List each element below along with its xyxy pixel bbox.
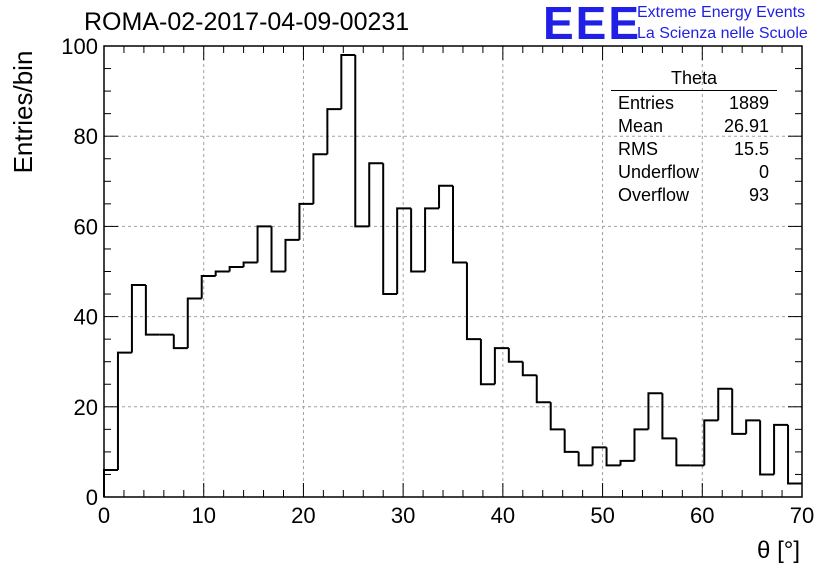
histogram-bin [591, 446, 607, 466]
histogram-bin [703, 419, 719, 466]
x-tick-label: 70 [790, 503, 814, 528]
histogram-bin [214, 270, 230, 277]
histogram-bin [326, 108, 342, 155]
x-tick-label: 50 [590, 503, 614, 528]
histogram-bin [773, 423, 789, 475]
logo-tagline-1: Extreme Energy Events [637, 4, 806, 21]
histogram-bin [382, 163, 398, 296]
x-tick-label: 40 [491, 503, 515, 528]
histogram-bin [256, 225, 272, 263]
histogram-bin [759, 420, 775, 476]
histogram-bin [465, 262, 481, 341]
histogram-bin [186, 297, 202, 349]
x-tick-label: 60 [690, 503, 714, 528]
stat-row-underflow: Underflow 0 [611, 161, 777, 184]
histogram-bin [787, 424, 802, 485]
x-tick-label: 20 [291, 503, 315, 528]
stat-value: 1889 [728, 93, 769, 113]
histogram-bin [242, 261, 258, 267]
stat-label: Mean [618, 116, 664, 136]
y-axis-label: Entries/bin [8, 51, 38, 174]
x-tick-label: 10 [191, 503, 215, 528]
stat-value: 93 [748, 185, 769, 205]
histogram-bin [172, 334, 188, 350]
histogram-bin [270, 226, 286, 273]
histogram-bin [563, 429, 579, 453]
histogram-bin [228, 265, 244, 272]
histogram-bin [675, 438, 691, 467]
stats-box: Theta Entries 1889 Mean 26.91 RMS 15.5 U… [611, 68, 777, 207]
histogram-bin [396, 207, 412, 295]
histogram-bin [717, 387, 733, 421]
histogram-bin [633, 428, 649, 461]
histogram-bin [535, 375, 551, 404]
y-tick-label: 0 [86, 485, 98, 510]
histogram-bin [661, 393, 677, 440]
histogram-bin [438, 184, 453, 209]
logo-tagline-2: La Scienza nelle Scuole [637, 25, 808, 42]
histogram-bin [354, 55, 370, 228]
histogram-bin [116, 351, 132, 470]
stat-row-overflow: Overflow 93 [611, 184, 777, 207]
x-tick-label: 0 [98, 503, 110, 528]
stat-row-entries: Entries 1889 [611, 92, 777, 115]
histogram-bin [479, 339, 495, 386]
histogram-bin [731, 388, 747, 435]
y-tick-label: 40 [74, 305, 98, 330]
histogram-bin [284, 238, 300, 272]
stats-title: Theta [611, 68, 777, 91]
tick-labels: 0 10 20 30 40 50 60 70 0 20 40 60 80 100 [61, 34, 814, 528]
eee-logo: EEE [543, 0, 642, 49]
histogram-bars [103, 54, 802, 497]
histogram-bin [549, 402, 565, 431]
stat-label: Overflow [618, 185, 690, 205]
axis-ticks [103, 45, 803, 498]
histogram-bin [144, 285, 160, 336]
histogram-bin [368, 162, 384, 227]
stat-label: Underflow [618, 162, 700, 182]
y-tick-label: 60 [74, 214, 98, 239]
stat-value: 26.91 [723, 116, 769, 136]
histogram-bin [605, 447, 621, 467]
x-axis-label: θ [°] [757, 537, 800, 564]
histogram-bin [130, 284, 146, 353]
chart-title: ROMA-02-2017-04-09-00231 [84, 8, 410, 36]
y-tick-label: 100 [61, 34, 98, 59]
histogram-bin [424, 207, 440, 272]
histogram-bin [298, 202, 314, 240]
histogram-bin [577, 451, 593, 467]
stat-value: 15.5 [733, 139, 769, 159]
stat-value: 0 [758, 162, 769, 182]
histogram-bin [452, 185, 467, 264]
y-tick-label: 20 [74, 395, 98, 420]
histogram-bin [745, 419, 761, 434]
x-tick-label: 30 [391, 503, 415, 528]
histogram-bin [619, 459, 635, 466]
histogram-bin [410, 208, 426, 273]
histogram-bin [521, 361, 537, 377]
histogram-bin [493, 347, 509, 385]
stat-label: RMS [618, 139, 658, 159]
histogram-bin [507, 348, 523, 363]
histogram-bin [340, 54, 356, 110]
stat-label: Entries [618, 93, 675, 113]
histogram-bin [647, 392, 663, 430]
histogram-bin [200, 275, 216, 299]
y-tick-label: 80 [74, 124, 98, 149]
stat-row-rms: RMS 15.5 [611, 138, 777, 161]
histogram-bin [312, 153, 328, 204]
stat-row-mean: Mean 26.91 [611, 115, 777, 138]
